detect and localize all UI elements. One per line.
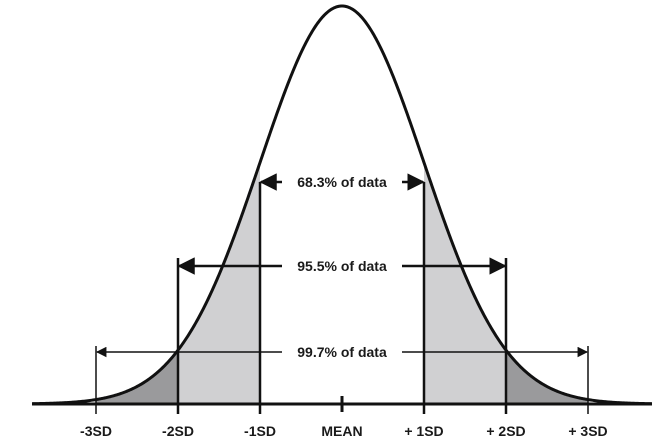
tick-label-7: + 3SD bbox=[568, 423, 607, 439]
tick-label-3: -1SD bbox=[244, 423, 276, 439]
tick-label-1: -3SD bbox=[80, 423, 112, 439]
tick-label-6: + 2SD bbox=[486, 423, 525, 439]
span-arrow-3: 99.7% of data bbox=[95, 344, 589, 360]
band-right-outer bbox=[506, 350, 588, 404]
span-arrow-2: 95.5% of data bbox=[177, 257, 507, 275]
tick-label-5: + 1SD bbox=[404, 423, 443, 439]
span-arrow-1: 68.3% of data bbox=[259, 173, 425, 191]
span-label-3: 99.7% of data bbox=[297, 344, 387, 360]
band-left-outer bbox=[96, 350, 178, 404]
span-label-1: 68.3% of data bbox=[297, 174, 387, 190]
span-label-2: 95.5% of data bbox=[297, 258, 387, 274]
bell-curve bbox=[31, 4, 653, 406]
tick-label-2: -2SD bbox=[162, 423, 194, 439]
tick-label-4: MEAN bbox=[321, 423, 362, 439]
